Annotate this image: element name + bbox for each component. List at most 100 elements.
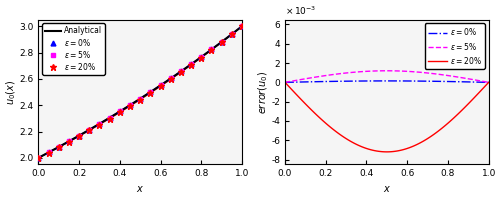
$\varepsilon =20\%$ [158, 85, 164, 87]
Analytical [158, 84, 164, 87]
$\varepsilon =20\%$ [46, 151, 52, 154]
$\varepsilon =0\%$ [86, 129, 92, 131]
$\varepsilon =20\%$ [229, 33, 235, 35]
$\varepsilon =5\%$ [229, 33, 235, 35]
Legend: $\varepsilon =0\%$, $\varepsilon =5\%$, $\varepsilon =20\%$: $\varepsilon =0\%$, $\varepsilon =5\%$, … [424, 23, 485, 69]
$\varepsilon =0\%$ [158, 84, 164, 87]
$\varepsilon =20\%$ [384, 151, 390, 153]
$\varepsilon =5\%$ [437, 73, 443, 76]
$\varepsilon =5\%$ [188, 63, 194, 65]
$\varepsilon =20\%$ [198, 56, 204, 59]
Line: $\varepsilon =20\%$: $\varepsilon =20\%$ [285, 82, 488, 152]
$\varepsilon =0\%$ [218, 41, 224, 43]
$\varepsilon =20\%$ [282, 81, 288, 84]
$\varepsilon =5\%$ [168, 77, 174, 79]
Line: Analytical: Analytical [38, 26, 242, 158]
$\varepsilon =20\%$ [218, 41, 224, 43]
$\varepsilon =0\%$ [239, 25, 245, 27]
$\varepsilon =20\%$ [76, 135, 82, 137]
$\varepsilon =5\%$ [239, 25, 245, 27]
$\varepsilon =5\%$ [208, 48, 214, 51]
Line: $\varepsilon =20\%$: $\varepsilon =20\%$ [36, 23, 245, 161]
$\varepsilon =20\%$ [106, 117, 112, 120]
$\varepsilon =5\%$ [96, 123, 102, 125]
$\varepsilon =5\%$ [218, 41, 224, 43]
$\varepsilon =5\%$ [86, 129, 92, 131]
Analytical [86, 129, 92, 131]
Line: $\varepsilon =0\%$: $\varepsilon =0\%$ [285, 81, 488, 82]
$\varepsilon =0\%$ [296, 81, 302, 83]
$\varepsilon =0\%$ [127, 104, 133, 106]
Analytical [239, 25, 245, 27]
$\varepsilon =5\%$ [282, 81, 288, 84]
$\varepsilon =0\%$ [188, 63, 194, 66]
Y-axis label: $error(u_0)$: $error(u_0)$ [256, 70, 270, 114]
$\varepsilon =0\%$ [36, 157, 42, 159]
$\varepsilon =5\%$ [36, 157, 42, 159]
$\varepsilon =20\%$ [426, 136, 432, 138]
$\varepsilon =0\%$ [333, 80, 339, 83]
$\varepsilon =20\%$ [168, 78, 174, 80]
$\varepsilon =5\%$ [333, 73, 339, 75]
$\varepsilon =0\%$ [437, 80, 443, 83]
$\varepsilon =0\%$ [76, 134, 82, 137]
$\varepsilon =0\%$ [117, 110, 123, 113]
$\varepsilon =20\%$ [127, 105, 133, 107]
$\varepsilon =0\%$ [46, 151, 52, 154]
$\varepsilon =20\%$ [333, 130, 339, 133]
$\varepsilon =20\%$ [239, 25, 245, 27]
$\varepsilon =0\%$ [66, 140, 72, 143]
$\varepsilon =5\%$ [486, 81, 492, 84]
$\varepsilon =0\%$ [168, 77, 174, 80]
$\varepsilon =5\%$ [376, 70, 382, 72]
$\varepsilon =20\%$ [188, 64, 194, 66]
$\varepsilon =5\%$ [384, 69, 390, 72]
$\varepsilon =5\%$ [198, 56, 204, 58]
Y-axis label: $u_0(x)$: $u_0(x)$ [4, 79, 18, 105]
$\varepsilon =5\%$ [127, 104, 133, 106]
$\varepsilon =5\%$ [296, 79, 302, 81]
Analytical [178, 70, 184, 73]
Line: $\varepsilon =5\%$: $\varepsilon =5\%$ [36, 24, 244, 160]
$\varepsilon =20\%$ [376, 150, 382, 152]
$\varepsilon =20\%$ [96, 123, 102, 126]
Analytical [36, 157, 42, 159]
$\varepsilon =5\%$ [158, 84, 164, 86]
$\varepsilon =0\%$ [406, 80, 412, 82]
$\varepsilon =0\%$ [106, 116, 112, 119]
$\varepsilon =0\%$ [208, 48, 214, 51]
$\varepsilon =0\%$ [178, 70, 184, 73]
$\varepsilon =20\%$ [137, 98, 143, 101]
$\varepsilon =0\%$ [198, 56, 204, 58]
$\varepsilon =0\%$ [56, 146, 62, 148]
$\varepsilon =0\%$ [148, 91, 154, 93]
$\varepsilon =5\%$ [117, 110, 123, 112]
$\varepsilon =20\%$ [178, 71, 184, 73]
$\varepsilon =20\%$ [486, 81, 492, 84]
$\varepsilon =5\%$ [66, 140, 72, 142]
$\varepsilon =20\%$ [406, 147, 412, 149]
$\varepsilon =5\%$ [137, 97, 143, 100]
$\varepsilon =20\%$ [56, 146, 62, 148]
$\varepsilon =0\%$ [282, 81, 288, 84]
$\varepsilon =20\%$ [148, 92, 154, 94]
$\varepsilon =0\%$ [486, 81, 492, 84]
$\varepsilon =5\%$ [178, 70, 184, 72]
X-axis label: $x$: $x$ [383, 184, 391, 194]
$\varepsilon =5\%$ [426, 72, 432, 74]
Line: $\varepsilon =0\%$: $\varepsilon =0\%$ [36, 24, 244, 160]
X-axis label: $x$: $x$ [136, 184, 144, 194]
$\varepsilon =5\%$ [148, 91, 154, 93]
$\varepsilon =20\%$ [117, 111, 123, 114]
$\varepsilon =20\%$ [36, 157, 42, 159]
$\varepsilon =0\%$ [137, 97, 143, 100]
$\varepsilon =20\%$ [86, 129, 92, 132]
$\varepsilon =5\%$ [406, 70, 412, 73]
$\varepsilon =0\%$ [376, 80, 382, 82]
Text: $\times\,10^{-3}$: $\times\,10^{-3}$ [285, 4, 316, 17]
Legend: Analytical, $\varepsilon =0\%$, $\varepsilon =5\%$, $\varepsilon =20\%$: Analytical, $\varepsilon =0\%$, $\vareps… [42, 23, 105, 75]
$\varepsilon =5\%$ [76, 134, 82, 137]
$\varepsilon =0\%$ [384, 80, 390, 82]
Line: $\varepsilon =5\%$: $\varepsilon =5\%$ [285, 71, 488, 82]
$\varepsilon =20\%$ [296, 96, 302, 99]
